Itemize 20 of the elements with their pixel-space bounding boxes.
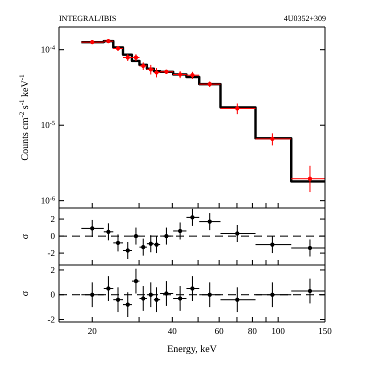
- y-tick-label: 0: [50, 290, 56, 300]
- y-tick-label: -2: [48, 314, 55, 325]
- x-tick-label: 80: [248, 326, 258, 336]
- chart-subtitle: 4U0352+309: [284, 14, 326, 23]
- x-tick-label: 150: [318, 326, 332, 336]
- x-tick-label: 100: [271, 326, 286, 336]
- y-tick-label: 10$^{-5}$: [40, 120, 55, 130]
- x-tick-label: 60: [214, 326, 224, 336]
- y-tick-label: 10$^{-4}$: [40, 44, 56, 55]
- x-axis-title: Energy, keV: [167, 344, 218, 355]
- y-tick-label: 10$^{-6}$: [40, 195, 55, 206]
- y-tick-label: 2: [50, 264, 55, 275]
- y-axis-title: σ: [20, 233, 31, 240]
- y-tick-label: 0: [50, 231, 56, 242]
- y-tick-label: 2: [50, 214, 55, 224]
- x-tick-label: 20: [88, 326, 98, 336]
- chart-title: INTEGRAL/IBIS: [59, 14, 116, 23]
- x-tick-label: 40: [168, 326, 178, 336]
- y-tick-label: -2: [48, 248, 55, 258]
- y-axis-title: σ: [20, 290, 31, 296]
